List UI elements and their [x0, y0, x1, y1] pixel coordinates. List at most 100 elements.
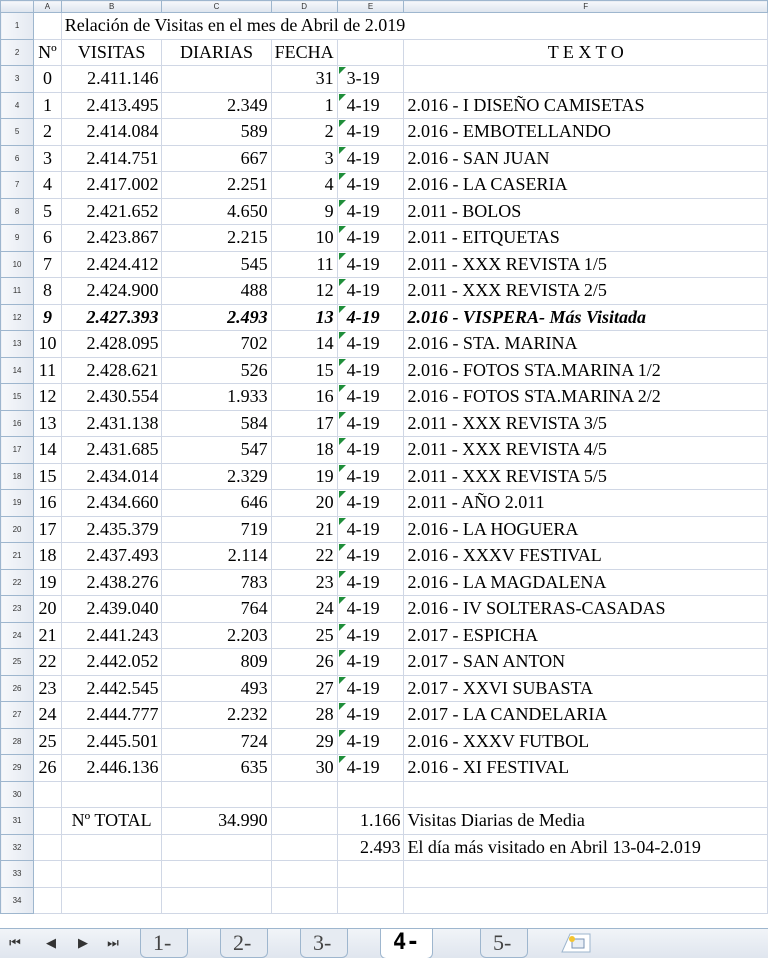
cell-diarias[interactable]: 2.203: [161, 621, 272, 649]
row-header[interactable]: 28: [0, 727, 35, 755]
first-sheet-icon[interactable]: ⏮: [9, 936, 21, 951]
row-header[interactable]: 31: [0, 807, 35, 835]
cell-number[interactable]: [33, 807, 62, 835]
cell-fecha-dia[interactable]: [270, 780, 338, 808]
cell-fecha-mes[interactable]: 4-19: [336, 674, 405, 702]
cell-fecha-dia[interactable]: 15: [270, 356, 338, 384]
cell-fecha-dia[interactable]: 22: [270, 542, 338, 570]
row-header[interactable]: 1: [0, 12, 35, 40]
cell-visitas[interactable]: 2.424.900: [60, 277, 163, 305]
cell-diarias[interactable]: [161, 860, 272, 888]
cell-diarias[interactable]: 724: [161, 727, 272, 755]
cell-texto[interactable]: [403, 65, 768, 93]
cell-fecha-dia[interactable]: [270, 807, 338, 835]
cell-number[interactable]: 2: [33, 118, 62, 146]
cell-diarias[interactable]: 34.990: [161, 807, 272, 835]
cell-diarias[interactable]: 635: [161, 754, 272, 782]
cell-diarias[interactable]: [161, 833, 272, 861]
cell-texto[interactable]: 2.016 - EMBOTELLANDO: [403, 118, 768, 146]
cell-visitas[interactable]: 2.424.412: [60, 250, 163, 278]
cell-fecha-mes[interactable]: 4-19: [336, 542, 405, 570]
cell-fecha-dia[interactable]: 10: [270, 224, 338, 252]
row-header[interactable]: 18: [0, 462, 35, 490]
row-header[interactable]: 33: [0, 860, 35, 888]
cell-number[interactable]: 12: [33, 383, 62, 411]
cell-visitas[interactable]: 2.445.501: [60, 727, 163, 755]
cell-fecha-mes[interactable]: [336, 886, 405, 914]
cell-number[interactable]: 19: [33, 568, 62, 596]
cell-visitas[interactable]: 2.427.393: [60, 303, 163, 331]
sheet-tab-3-19[interactable]: 3-19: [300, 929, 348, 958]
row-header[interactable]: 3: [0, 65, 35, 93]
cell-diarias[interactable]: 584: [161, 409, 272, 437]
cell-texto[interactable]: 2.017 - SAN ANTON: [403, 648, 768, 676]
cell-diarias[interactable]: 2.329: [161, 462, 272, 490]
cell-fecha-dia[interactable]: 11: [270, 250, 338, 278]
row-header[interactable]: 8: [0, 197, 35, 225]
cell-fecha-mes[interactable]: 4-19: [336, 595, 405, 623]
cell-fecha-mes[interactable]: 4-19: [336, 303, 405, 331]
row-header[interactable]: 26: [0, 674, 35, 702]
cell-fecha-mes[interactable]: 3-19: [336, 65, 405, 93]
cell-number[interactable]: [33, 833, 62, 861]
cell-texto[interactable]: 2.016 - LA MAGDALENA: [403, 568, 768, 596]
cell-diarias[interactable]: 809: [161, 648, 272, 676]
cell-number[interactable]: 8: [33, 277, 62, 305]
cell-diarias[interactable]: 2.493: [161, 303, 272, 331]
cell-visitas[interactable]: 2.431.138: [60, 409, 163, 437]
row-header[interactable]: 13: [0, 330, 35, 358]
cell-fecha-dia[interactable]: 23: [270, 568, 338, 596]
cell-fecha-mes[interactable]: [336, 860, 405, 888]
cell-number[interactable]: 23: [33, 674, 62, 702]
cell-number[interactable]: 1: [33, 91, 62, 119]
cell-number[interactable]: 15: [33, 462, 62, 490]
cell-visitas[interactable]: 2.421.652: [60, 197, 163, 225]
cell-fecha-dia[interactable]: [270, 860, 338, 888]
cell-number[interactable]: [33, 886, 62, 914]
row-header[interactable]: 27: [0, 701, 35, 729]
cell-fecha-mes[interactable]: 4-19: [336, 171, 405, 199]
cell-texto[interactable]: 2.017 - LA CANDELARIA: [403, 701, 768, 729]
cell-diarias[interactable]: 493: [161, 674, 272, 702]
cell-fecha-mes[interactable]: 4-19: [336, 648, 405, 676]
cell-number[interactable]: 26: [33, 754, 62, 782]
cell-fecha-mes[interactable]: 1.166: [336, 807, 405, 835]
prev-sheet-icon[interactable]: ◀: [46, 936, 56, 951]
cell-number[interactable]: 6: [33, 224, 62, 252]
cell-number[interactable]: 17: [33, 515, 62, 543]
sheet-tab-5-19[interactable]: 5-19: [480, 929, 528, 958]
cell-fecha-mes[interactable]: [336, 780, 405, 808]
cell-fecha-dia[interactable]: 19: [270, 462, 338, 490]
row-header[interactable]: 30: [0, 780, 35, 808]
select-all-corner[interactable]: [0, 0, 35, 13]
cell-fecha-mes[interactable]: [336, 38, 405, 66]
cell-visitas[interactable]: Nº TOTAL: [60, 807, 163, 835]
row-header[interactable]: 14: [0, 356, 35, 384]
cell-fecha-dia[interactable]: 16: [270, 383, 338, 411]
cell-fecha-mes[interactable]: 4-19: [336, 409, 405, 437]
cell-visitas[interactable]: 2.434.660: [60, 489, 163, 517]
cell-texto[interactable]: 2.011 - XXX REVISTA 1/5: [403, 250, 768, 278]
cell-texto[interactable]: 2.016 - XXXV FESTIVAL: [403, 542, 768, 570]
cell-fecha-mes[interactable]: 4-19: [336, 515, 405, 543]
cell-texto[interactable]: 2.016 - XI FESTIVAL: [403, 754, 768, 782]
cell-number[interactable]: 14: [33, 436, 62, 464]
cell-visitas[interactable]: [60, 860, 163, 888]
cell-fecha-dia[interactable]: 14: [270, 330, 338, 358]
cell-fecha-dia[interactable]: 2: [270, 118, 338, 146]
cell-number[interactable]: [33, 780, 62, 808]
cell-visitas[interactable]: 2.446.136: [60, 754, 163, 782]
cell-visitas[interactable]: 2.439.040: [60, 595, 163, 623]
cell-diarias[interactable]: 2.215: [161, 224, 272, 252]
cell-texto[interactable]: 2.016 - VISPERA- Más Visitada: [403, 303, 768, 331]
cell-visitas[interactable]: 2.434.014: [60, 462, 163, 490]
row-header[interactable]: 10: [0, 250, 35, 278]
row-header[interactable]: 2: [0, 38, 35, 66]
cell-diarias[interactable]: 488: [161, 277, 272, 305]
row-header[interactable]: 17: [0, 436, 35, 464]
cell-fecha-dia[interactable]: 4: [270, 171, 338, 199]
cell-texto[interactable]: 2.011 - XXX REVISTA 4/5: [403, 436, 768, 464]
cell-fecha-mes[interactable]: 4-19: [336, 330, 405, 358]
cell-fecha-mes[interactable]: 4-19: [336, 197, 405, 225]
cell-number[interactable]: 4: [33, 171, 62, 199]
